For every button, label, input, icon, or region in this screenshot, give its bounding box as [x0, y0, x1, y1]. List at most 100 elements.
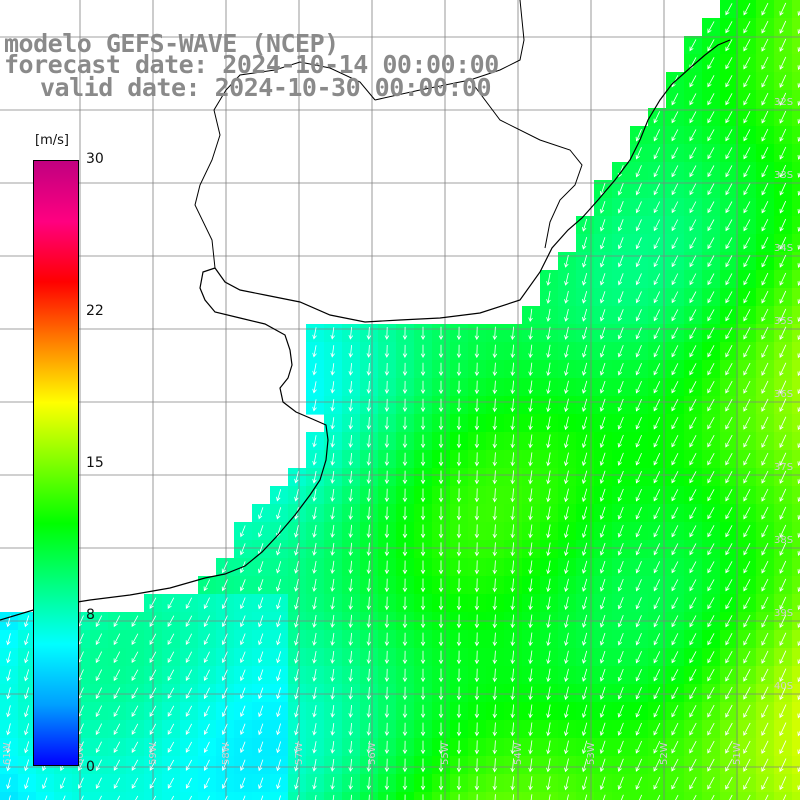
wind-arrow	[689, 147, 697, 160]
wind-arrow	[402, 560, 408, 575]
wind-cell	[792, 450, 800, 469]
wind-arrow	[420, 398, 426, 413]
wind-arrow	[743, 686, 751, 700]
wind-arrow	[24, 741, 30, 754]
wind-arrow	[707, 309, 715, 322]
wind-arrow	[617, 255, 624, 268]
wind-arrow	[402, 452, 408, 467]
wind-cell	[630, 792, 649, 800]
wind-cell	[720, 234, 739, 253]
wind-cell	[684, 738, 703, 757]
wind-arrow	[581, 776, 588, 791]
wind-arrow	[617, 740, 624, 754]
wind-arrow	[599, 398, 606, 412]
wind-arrow	[546, 686, 551, 701]
wind-arrow	[510, 488, 515, 503]
wind-cell	[738, 486, 757, 505]
wind-cell	[792, 792, 800, 800]
wind-arrow	[474, 452, 480, 467]
wind-cell	[648, 468, 667, 487]
wind-arrow	[185, 669, 193, 682]
wind-cell	[792, 126, 800, 145]
wind-arrow	[402, 380, 408, 394]
wind-arrow	[294, 777, 299, 790]
wind-arrow	[95, 741, 102, 754]
wind-arrow	[779, 434, 787, 448]
wind-cell	[648, 648, 667, 667]
wind-cell	[666, 774, 685, 793]
wind-arrow	[779, 254, 787, 268]
wind-arrow	[221, 687, 228, 700]
wind-cell	[738, 414, 757, 433]
wind-arrow	[510, 362, 515, 377]
wind-cell	[684, 594, 703, 613]
wind-arrow	[530, 794, 533, 800]
wind-arrow	[797, 64, 800, 71]
wind-arrow	[707, 57, 715, 70]
wind-arrow	[743, 632, 751, 646]
wind-arrow	[564, 758, 569, 773]
wind-arrow	[761, 470, 769, 484]
wind-arrow	[743, 488, 751, 502]
wind-arrow	[546, 470, 551, 485]
lat-tick-label: 36S	[774, 389, 793, 400]
wind-cell	[648, 360, 667, 379]
wind-arrow	[402, 668, 408, 683]
wind-arrow	[599, 326, 606, 340]
wind-arrow	[294, 471, 299, 484]
wind-arrow	[420, 740, 426, 755]
wind-arrow	[546, 308, 551, 322]
wind-arrow	[312, 381, 317, 394]
wind-arrow	[581, 704, 588, 718]
wind-arrow	[330, 686, 335, 700]
wind-arrow	[512, 794, 514, 800]
wind-arrow	[725, 525, 733, 538]
wind-arrow	[546, 524, 551, 539]
wind-cell	[648, 216, 667, 235]
wind-arrow	[689, 740, 697, 754]
wind-arrow	[95, 669, 103, 682]
wind-arrow	[599, 560, 606, 574]
wind-arrow	[402, 524, 408, 539]
wind-arrow	[653, 183, 661, 196]
wind-arrow	[456, 704, 462, 719]
wind-arrow	[779, 308, 787, 322]
wind-arrow	[348, 470, 354, 484]
wind-cell	[666, 702, 685, 721]
wind-cell	[252, 792, 271, 800]
wind-arrow	[294, 741, 299, 754]
wind-arrow	[797, 604, 800, 611]
wind-arrow	[546, 272, 551, 286]
wind-arrow	[528, 506, 533, 521]
wind-arrow	[312, 363, 317, 376]
wind-arrow	[797, 154, 800, 160]
wind-arrow	[26, 795, 30, 800]
wind-arrow	[564, 416, 569, 431]
wind-arrow	[779, 218, 787, 232]
wind-arrow	[348, 722, 354, 736]
wind-arrow	[258, 777, 264, 790]
wind-arrow	[653, 237, 661, 250]
wind-arrow	[456, 542, 462, 557]
wind-arrow	[276, 759, 281, 772]
wind-cell	[666, 288, 685, 307]
wind-arrow	[707, 579, 715, 592]
wind-arrow	[131, 669, 139, 682]
wind-arrow	[761, 434, 769, 448]
wind-arrow	[474, 542, 480, 557]
wind-arrow	[207, 795, 210, 800]
wind-arrow	[348, 434, 354, 448]
wind-arrow	[203, 723, 210, 735]
wind-cell	[720, 396, 739, 415]
wind-cell	[738, 774, 757, 793]
wind-arrow	[276, 543, 282, 556]
wind-arrow	[474, 560, 480, 575]
wind-arrow	[761, 183, 769, 196]
wind-arrow	[635, 345, 642, 358]
wind-arrow	[761, 632, 769, 646]
wind-arrow	[599, 255, 606, 268]
wind-cell	[648, 234, 667, 253]
wind-arrow	[783, 794, 787, 800]
wind-arrow	[546, 290, 551, 304]
wind-arrow	[671, 453, 679, 466]
